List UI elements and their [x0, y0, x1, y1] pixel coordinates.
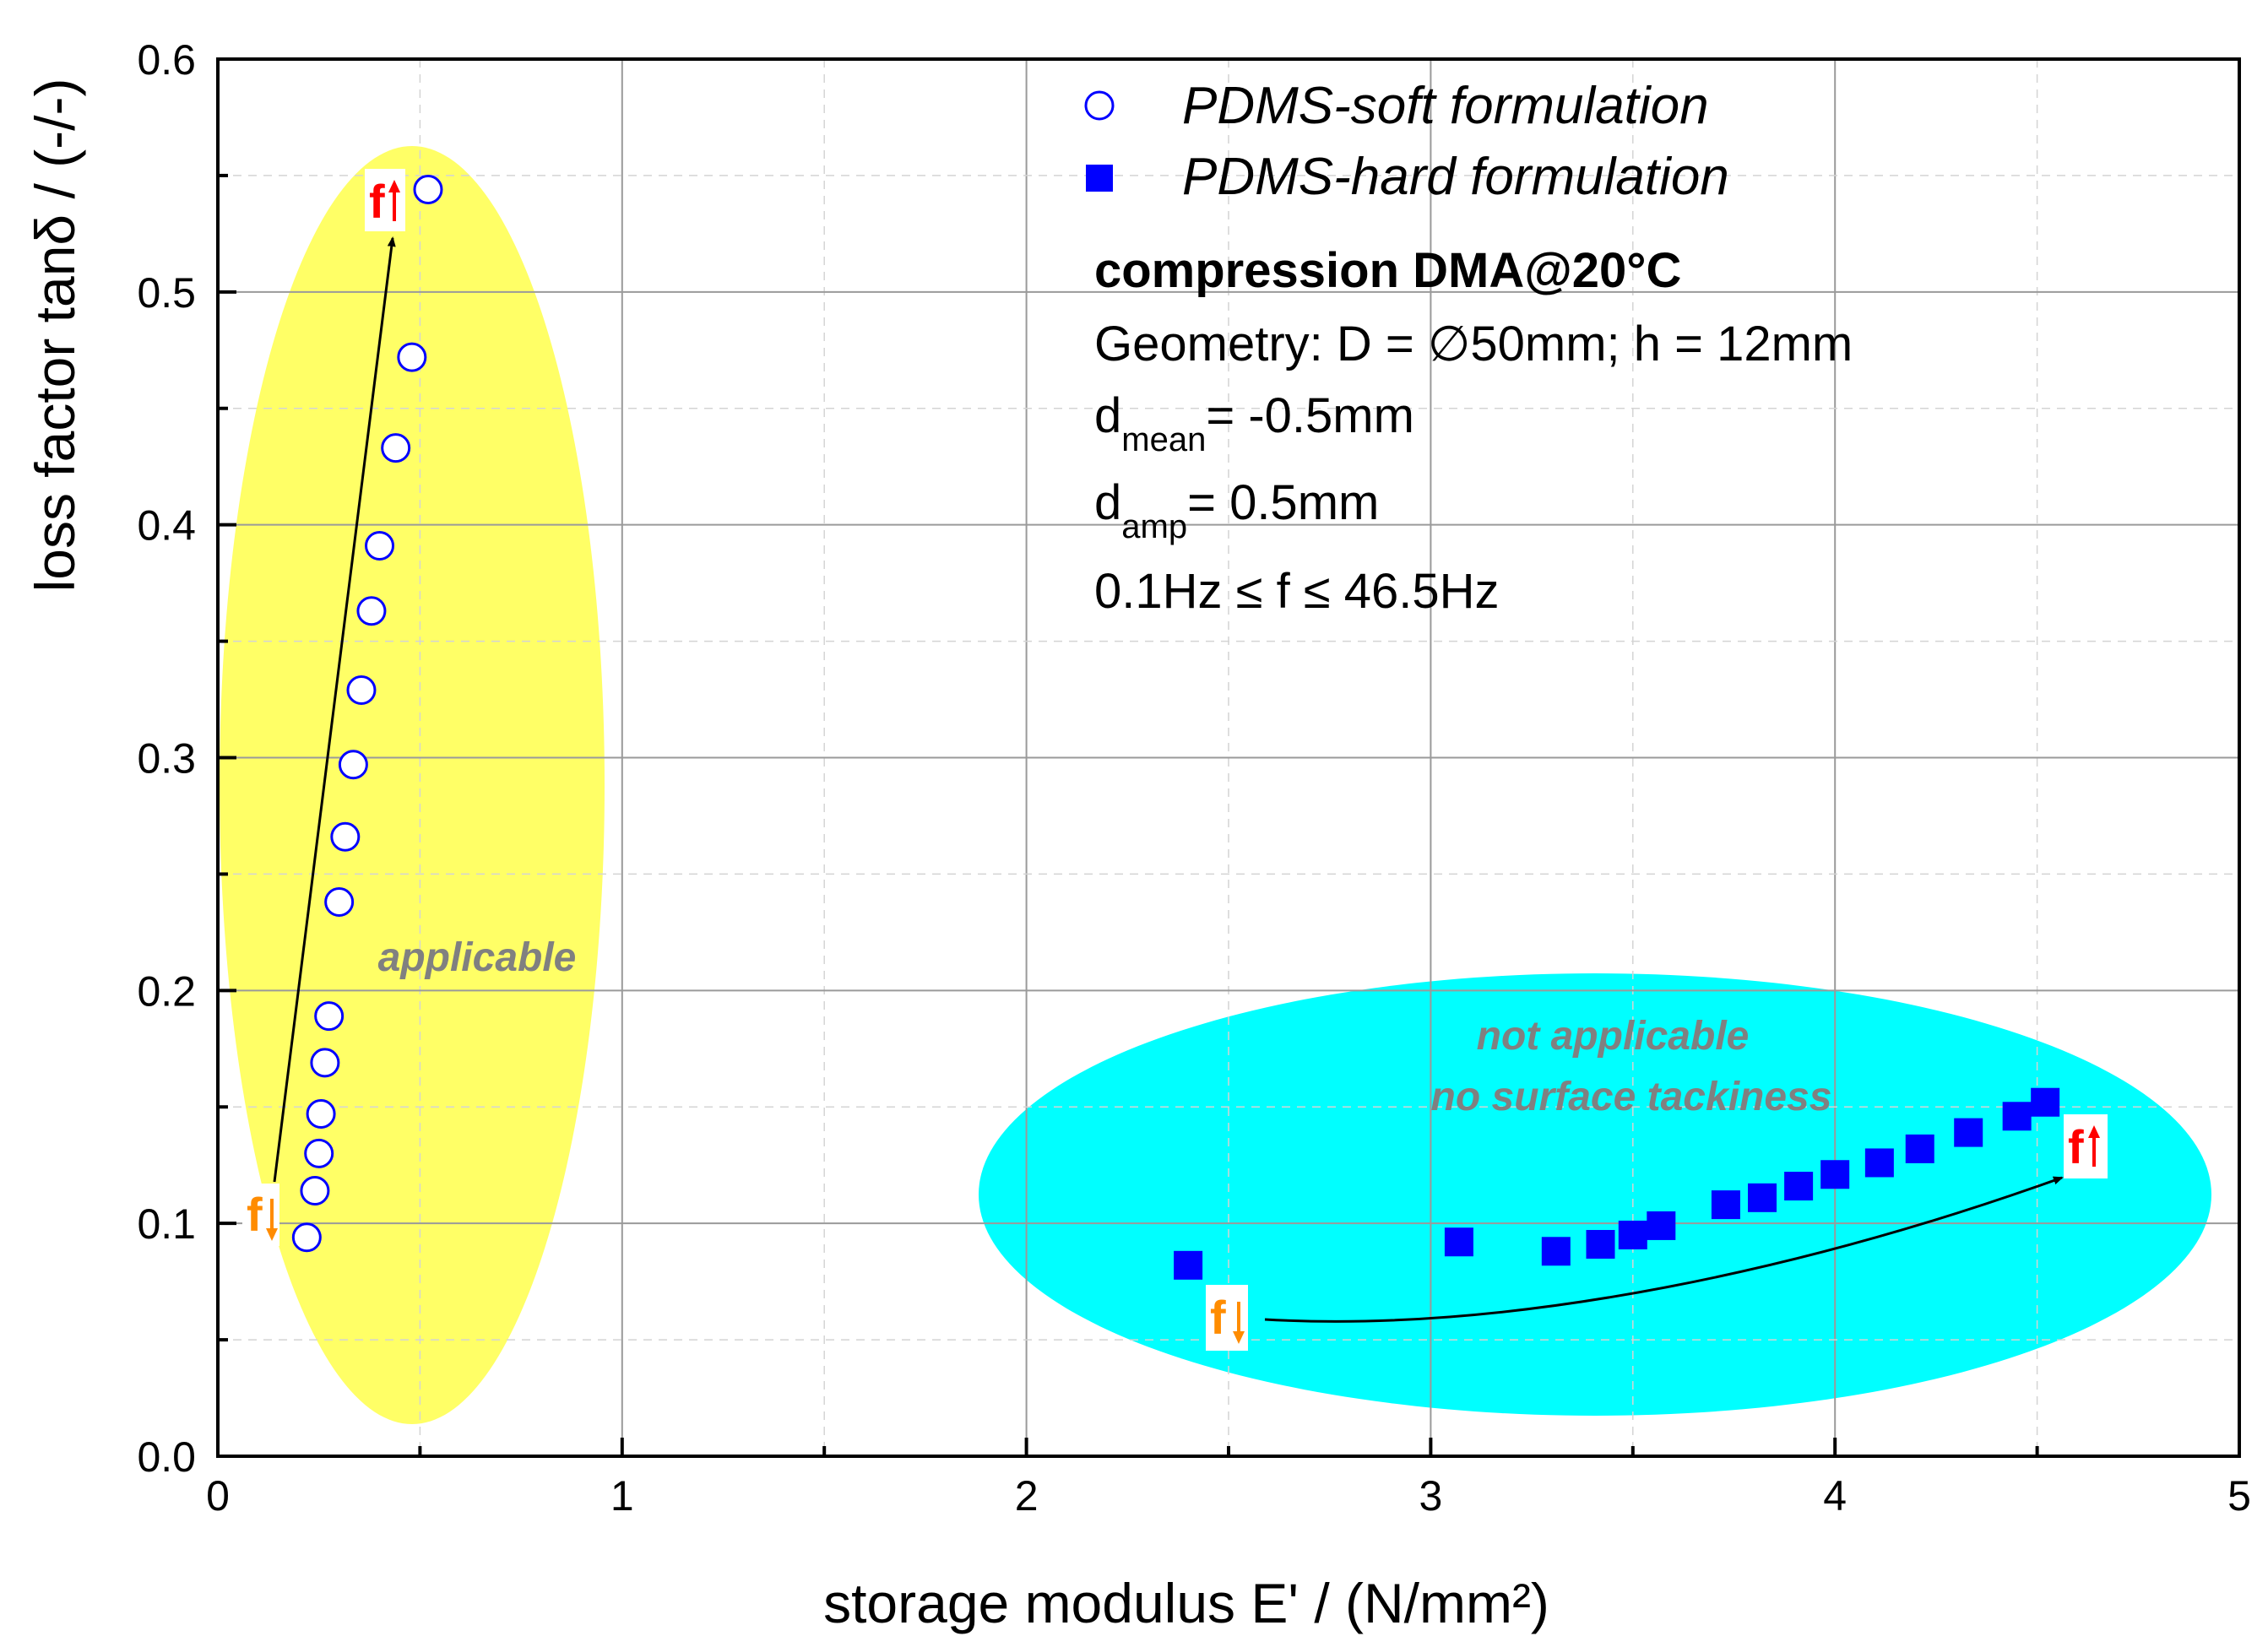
- legend-hard-marker: [1086, 165, 1113, 192]
- x-tick-label: 0: [206, 1472, 230, 1520]
- soft-data-point: [291, 1222, 322, 1253]
- hard-data-point: [1711, 1190, 1740, 1220]
- freq-low-marker-hard: f: [1206, 1285, 1248, 1351]
- y-tick-label: 0.6: [137, 36, 196, 84]
- soft-data-point: [365, 530, 395, 561]
- freq-high-marker-hard: f: [2064, 1114, 2108, 1178]
- hard-data-point: [1784, 1172, 1814, 1201]
- info-title: compression DMA@20°C: [1094, 243, 1681, 298]
- hard-data-point: [1618, 1220, 1647, 1249]
- hard-data-point: [1586, 1229, 1615, 1259]
- hard-data-point: [1954, 1118, 1983, 1147]
- x-tick-label: 5: [2227, 1472, 2251, 1520]
- y-tick-label: 0.5: [137, 269, 196, 317]
- x-tick-label: 1: [610, 1472, 634, 1520]
- legend-soft-marker: [1084, 90, 1115, 121]
- y-tick-label: 0.0: [137, 1433, 196, 1481]
- soft-data-point: [397, 342, 427, 372]
- freq-high-marker-soft: f: [365, 169, 405, 231]
- x-tick-label: 2: [1015, 1472, 1039, 1520]
- soft-data-point: [346, 675, 377, 706]
- soft-formulation-points: [291, 174, 443, 1253]
- hard-data-point: [2031, 1087, 2060, 1117]
- x-tick-labels: 0 1 2 3 4 5: [206, 1472, 2251, 1520]
- soft-data-point: [413, 174, 443, 204]
- info-geometry: Geometry: D = ∅50mm; h = 12mm: [1094, 317, 1853, 371]
- hard-data-point: [1905, 1134, 1934, 1163]
- legend: PDMS-soft formulation PDMS-hard formulat…: [1084, 77, 1729, 206]
- applicable-label: applicable: [378, 935, 577, 980]
- y-tick-label: 0.3: [137, 735, 196, 783]
- no-surface-tackiness-label: no surface tackiness: [1431, 1075, 1832, 1119]
- hard-data-point: [1864, 1148, 1894, 1178]
- hard-data-point: [1541, 1237, 1571, 1266]
- soft-trend-arrow: [273, 236, 396, 1183]
- soft-data-point: [330, 821, 361, 852]
- hard-data-point: [1748, 1183, 1777, 1212]
- soft-data-point: [324, 887, 355, 918]
- legend-hard-label: PDMS-hard formulation: [1182, 148, 1729, 206]
- soft-data-point: [306, 1099, 336, 1130]
- svg-text:f: f: [1210, 1291, 1226, 1344]
- y-tick-label: 0.2: [137, 967, 196, 1015]
- not-applicable-region: [979, 973, 2211, 1416]
- y-tick-label: 0.1: [137, 1200, 196, 1248]
- info-freq-range: 0.1Hz ≤ f ≤ 46.5Hz: [1094, 564, 1500, 619]
- soft-data-point: [314, 1001, 345, 1032]
- hard-data-point: [1174, 1250, 1203, 1280]
- soft-data-point: [356, 596, 387, 626]
- svg-text:f: f: [2068, 1120, 2084, 1173]
- hard-formulation-points: [1174, 1087, 2060, 1280]
- axis-ticks: [216, 57, 2241, 1458]
- freq-low-marker-soft: f: [242, 1184, 279, 1246]
- soft-data-point: [381, 433, 411, 463]
- measurement-info: compression DMA@20°C Geometry: D = ∅50mm…: [1094, 243, 1853, 619]
- not-applicable-label: not applicable: [1477, 1014, 1750, 1059]
- grid-lines: [218, 59, 2239, 1456]
- x-axis-title: storage modulus E' / (N/mm²): [823, 1572, 1549, 1634]
- x-tick-label: 3: [1419, 1472, 1442, 1520]
- y-axis-title: loss factor tanδ / (-/-): [24, 79, 86, 593]
- soft-data-point: [310, 1048, 340, 1078]
- hard-data-point: [2002, 1102, 2032, 1131]
- info-dmean: dmean= -0.5mm: [1094, 388, 1414, 458]
- info-damp: damp= 0.5mm: [1094, 475, 1379, 545]
- y-tick-labels: 0.0 0.1 0.2 0.3 0.4 0.5 0.6: [137, 36, 196, 1481]
- soft-data-point: [338, 750, 368, 780]
- hard-data-point: [1444, 1227, 1473, 1257]
- hard-data-point: [1647, 1211, 1676, 1240]
- hard-data-point: [1820, 1160, 1850, 1189]
- x-tick-label: 4: [1823, 1472, 1847, 1520]
- soft-data-point: [304, 1138, 334, 1168]
- svg-text:f: f: [369, 175, 385, 228]
- legend-soft-label: PDMS-soft formulation: [1182, 77, 1709, 135]
- soft-data-point: [300, 1176, 330, 1206]
- svg-text:f: f: [247, 1188, 263, 1241]
- y-tick-label: 0.4: [137, 502, 196, 550]
- hard-trend-arrow: [1264, 1176, 2064, 1323]
